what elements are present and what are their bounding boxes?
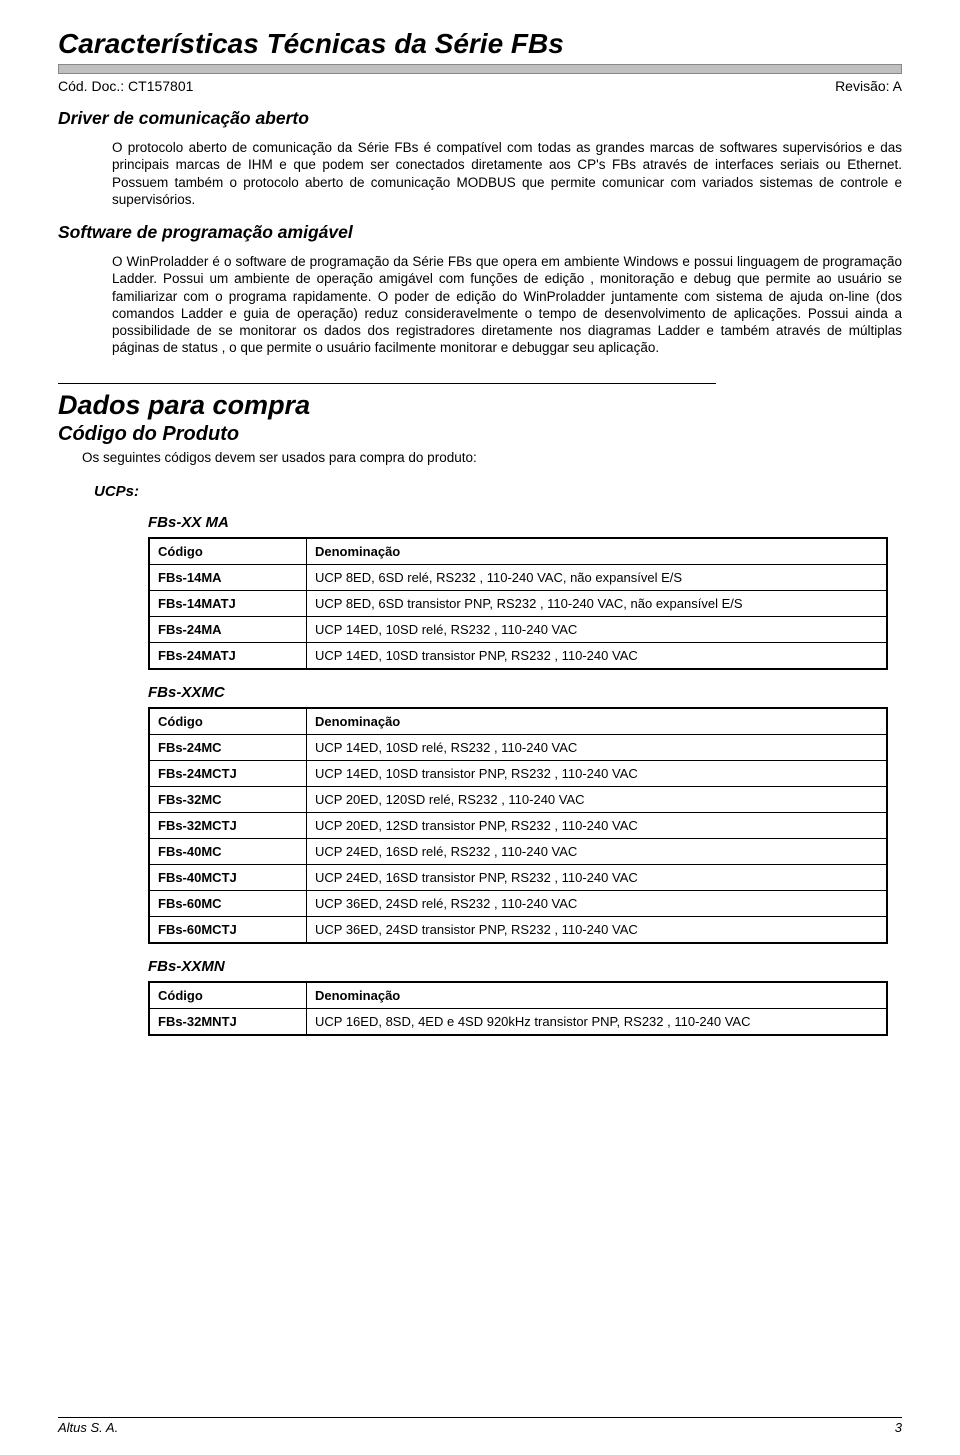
cell-code: FBs-60MCTJ <box>149 916 307 943</box>
driver-heading: Driver de comunicação aberto <box>58 108 902 129</box>
cell-code: FBs-32MCTJ <box>149 812 307 838</box>
doc-revision: Revisão: A <box>835 78 902 94</box>
section-driver: Driver de comunicação aberto O protocolo… <box>58 108 902 208</box>
table-row: FBs-32MCUCP 20ED, 120SD relé, RS232 , 11… <box>149 786 887 812</box>
page-footer: Altus S. A. 3 <box>58 1417 902 1435</box>
cell-desc: UCP 36ED, 24SD transistor PNP, RS232 , 1… <box>307 916 888 943</box>
doc-code: Cód. Doc.: CT157801 <box>58 78 193 94</box>
cell-desc: UCP 8ED, 6SD relé, RS232 , 110-240 VAC, … <box>307 564 888 590</box>
table-wrap: CódigoDenominaçãoFBs-32MNTJUCP 16ED, 8SD… <box>148 981 882 1036</box>
page: Características Técnicas da Série FBs Có… <box>0 0 960 1455</box>
purchase-heading: Dados para compra <box>58 390 902 421</box>
footer-row: Altus S. A. 3 <box>58 1420 902 1435</box>
group-label: FBs-XXMC <box>148 684 902 701</box>
cell-desc: UCP 14ED, 10SD relé, RS232 , 110-240 VAC <box>307 616 888 642</box>
cell-desc: UCP 14ED, 10SD transistor PNP, RS232 , 1… <box>307 760 888 786</box>
page-title: Características Técnicas da Série FBs <box>58 28 902 60</box>
cell-code: FBs-24MA <box>149 616 307 642</box>
doc-revision-label: Revisão: <box>835 78 893 94</box>
col-header-desc: Denominação <box>307 982 888 1009</box>
col-header-code: Código <box>149 708 307 735</box>
table-row: FBs-32MCTJUCP 20ED, 12SD transistor PNP,… <box>149 812 887 838</box>
cell-code: FBs-24MCTJ <box>149 760 307 786</box>
spec-table: CódigoDenominaçãoFBs-24MCUCP 14ED, 10SD … <box>148 707 888 944</box>
section-divider <box>58 383 716 384</box>
cell-code: FBs-60MC <box>149 890 307 916</box>
cell-code: FBs-32MNTJ <box>149 1008 307 1035</box>
cell-desc: UCP 36ED, 24SD relé, RS232 , 110-240 VAC <box>307 890 888 916</box>
col-header-desc: Denominação <box>307 538 888 565</box>
table-row: FBs-24MAUCP 14ED, 10SD relé, RS232 , 110… <box>149 616 887 642</box>
table-row: FBs-14MAUCP 8ED, 6SD relé, RS232 , 110-2… <box>149 564 887 590</box>
doc-code-value: CT157801 <box>128 78 193 94</box>
table-row: FBs-60MCUCP 36ED, 24SD relé, RS232 , 110… <box>149 890 887 916</box>
product-code-heading: Código do Produto <box>58 423 902 446</box>
cell-code: FBs-24MC <box>149 734 307 760</box>
table-row: FBs-40MCUCP 24ED, 16SD relé, RS232 , 110… <box>149 838 887 864</box>
cell-code: FBs-32MC <box>149 786 307 812</box>
software-heading: Software de programação amigável <box>58 222 902 243</box>
doc-revision-value: A <box>893 78 902 94</box>
cell-desc: UCP 20ED, 120SD relé, RS232 , 110-240 VA… <box>307 786 888 812</box>
cell-desc: UCP 24ED, 16SD relé, RS232 , 110-240 VAC <box>307 838 888 864</box>
footer-page-number: 3 <box>895 1420 902 1435</box>
cell-desc: UCP 20ED, 12SD transistor PNP, RS232 , 1… <box>307 812 888 838</box>
footer-left: Altus S. A. <box>58 1420 118 1435</box>
spec-table: CódigoDenominaçãoFBs-32MNTJUCP 16ED, 8SD… <box>148 981 888 1036</box>
col-header-code: Código <box>149 982 307 1009</box>
table-wrap: CódigoDenominaçãoFBs-14MAUCP 8ED, 6SD re… <box>148 537 882 670</box>
product-groups: FBs-XX MACódigoDenominaçãoFBs-14MAUCP 8E… <box>58 514 902 1036</box>
table-row: FBs-60MCTJUCP 36ED, 24SD transistor PNP,… <box>149 916 887 943</box>
section-software: Software de programação amigável O WinPr… <box>58 222 902 357</box>
footer-rule <box>58 1417 902 1418</box>
group-label: FBs-XXMN <box>148 958 902 975</box>
cell-desc: UCP 8ED, 6SD transistor PNP, RS232 , 110… <box>307 590 888 616</box>
group-label: FBs-XX MA <box>148 514 902 531</box>
col-header-desc: Denominação <box>307 708 888 735</box>
driver-paragraph: O protocolo aberto de comunicação da Sér… <box>58 139 902 208</box>
cell-code: FBs-40MC <box>149 838 307 864</box>
table-row: FBs-24MCTJUCP 14ED, 10SD transistor PNP,… <box>149 760 887 786</box>
table-header-row: CódigoDenominação <box>149 538 887 565</box>
cell-desc: UCP 24ED, 16SD transistor PNP, RS232 , 1… <box>307 864 888 890</box>
purchase-lead: Os seguintes códigos devem ser usados pa… <box>82 450 902 465</box>
table-row: FBs-14MATJUCP 8ED, 6SD transistor PNP, R… <box>149 590 887 616</box>
table-row: FBs-32MNTJUCP 16ED, 8SD, 4ED e 4SD 920kH… <box>149 1008 887 1035</box>
cell-desc: UCP 14ED, 10SD transistor PNP, RS232 , 1… <box>307 642 888 669</box>
table-header-row: CódigoDenominação <box>149 982 887 1009</box>
spec-table: CódigoDenominaçãoFBs-14MAUCP 8ED, 6SD re… <box>148 537 888 670</box>
table-row: FBs-40MCTJUCP 24ED, 16SD transistor PNP,… <box>149 864 887 890</box>
software-paragraph: O WinProladder é o software de programaç… <box>58 253 902 357</box>
doc-code-label: Cód. Doc.: <box>58 78 128 94</box>
cell-code: FBs-14MATJ <box>149 590 307 616</box>
cell-code: FBs-24MATJ <box>149 642 307 669</box>
cell-desc: UCP 14ED, 10SD relé, RS232 , 110-240 VAC <box>307 734 888 760</box>
doc-meta-row: Cód. Doc.: CT157801 Revisão: A <box>58 78 902 94</box>
table-wrap: CódigoDenominaçãoFBs-24MCUCP 14ED, 10SD … <box>148 707 882 944</box>
table-row: FBs-24MATJUCP 14ED, 10SD transistor PNP,… <box>149 642 887 669</box>
cell-code: FBs-40MCTJ <box>149 864 307 890</box>
cell-desc: UCP 16ED, 8SD, 4ED e 4SD 920kHz transist… <box>307 1008 888 1035</box>
cell-code: FBs-14MA <box>149 564 307 590</box>
col-header-code: Código <box>149 538 307 565</box>
ucps-label: UCPs: <box>94 483 902 500</box>
title-rule <box>58 64 902 74</box>
table-row: FBs-24MCUCP 14ED, 10SD relé, RS232 , 110… <box>149 734 887 760</box>
table-header-row: CódigoDenominação <box>149 708 887 735</box>
